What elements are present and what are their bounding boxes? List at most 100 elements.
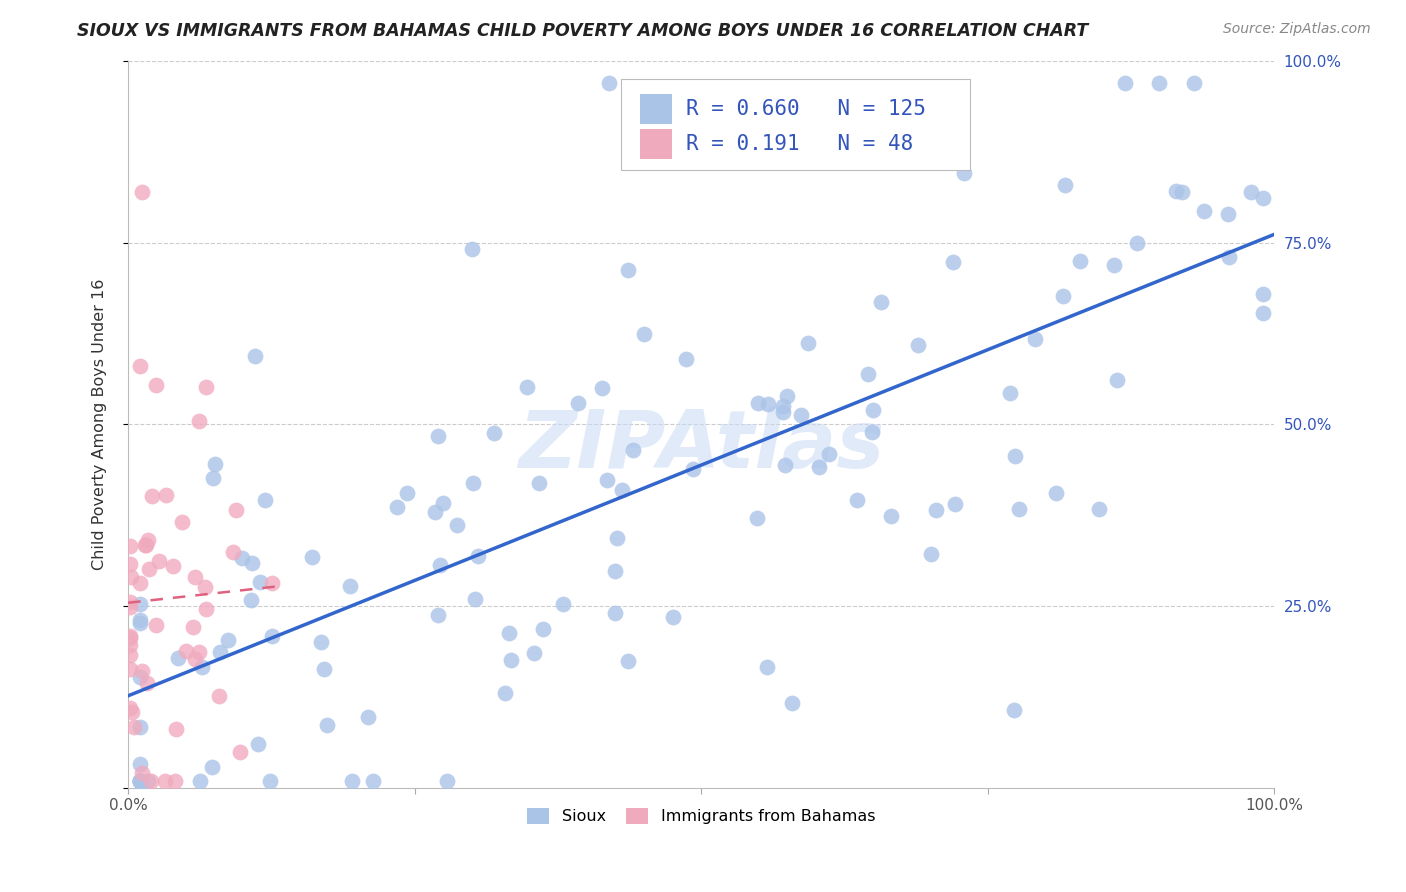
- Point: [174, 643, 197, 657]
- Y-axis label: Child Poverty Among Boys Under 16: Child Poverty Among Boys Under 16: [93, 279, 107, 570]
- Point: [942, 255, 965, 269]
- Point: [155, 773, 177, 788]
- Point: [385, 500, 408, 515]
- Point: [120, 648, 142, 662]
- Point: [162, 559, 184, 574]
- Point: [860, 425, 883, 440]
- Point: [943, 497, 966, 511]
- Point: [260, 576, 283, 591]
- Point: [1171, 185, 1194, 199]
- Point: [567, 396, 589, 410]
- Point: [856, 367, 879, 381]
- Point: [314, 661, 336, 675]
- Point: [259, 773, 281, 788]
- Point: [194, 580, 217, 594]
- Text: R = 0.191   N = 48: R = 0.191 N = 48: [686, 134, 914, 154]
- Point: [1024, 332, 1046, 346]
- Point: [551, 597, 574, 611]
- Point: [208, 645, 231, 659]
- Text: Source: ZipAtlas.com: Source: ZipAtlas.com: [1223, 22, 1371, 37]
- Point: [134, 538, 156, 552]
- Point: [1002, 703, 1025, 717]
- Point: [1000, 386, 1022, 401]
- Point: [756, 660, 779, 674]
- Point: [533, 622, 555, 636]
- Point: [187, 645, 209, 659]
- Text: R = 0.660   N = 125: R = 0.660 N = 125: [686, 99, 927, 120]
- Point: [595, 473, 617, 487]
- Point: [1192, 203, 1215, 218]
- Point: [1045, 486, 1067, 500]
- Point: [128, 613, 150, 627]
- Point: [315, 718, 337, 732]
- Point: [427, 428, 450, 442]
- Point: [260, 629, 283, 643]
- Point: [129, 575, 152, 590]
- Point: [1114, 76, 1136, 90]
- Point: [228, 745, 250, 759]
- Point: [201, 760, 224, 774]
- Point: [243, 349, 266, 363]
- Point: [145, 618, 167, 632]
- Point: [128, 756, 150, 771]
- Point: [1251, 306, 1274, 320]
- Point: [128, 616, 150, 631]
- Point: [120, 638, 142, 652]
- Point: [395, 486, 418, 500]
- Point: [128, 773, 150, 788]
- Point: [121, 705, 143, 719]
- Point: [239, 592, 262, 607]
- Point: [301, 549, 323, 564]
- Point: [128, 773, 150, 788]
- Point: [138, 773, 160, 788]
- Point: [772, 399, 794, 413]
- Point: [862, 402, 884, 417]
- Point: [131, 766, 153, 780]
- Point: [463, 476, 485, 491]
- Point: [429, 558, 451, 572]
- Point: [1149, 76, 1171, 90]
- Point: [633, 326, 655, 341]
- Point: [188, 773, 211, 788]
- Point: [184, 569, 207, 583]
- Point: [1240, 185, 1263, 199]
- Point: [436, 773, 458, 788]
- Point: [610, 483, 633, 497]
- Point: [120, 701, 142, 715]
- Point: [131, 185, 153, 199]
- Point: [523, 646, 546, 660]
- Point: [120, 557, 142, 571]
- Legend: Sioux, Immigrants from Bahamas: Sioux, Immigrants from Bahamas: [520, 801, 882, 830]
- Point: [1218, 251, 1240, 265]
- Point: [842, 132, 865, 146]
- Text: SIOUX VS IMMIGRANTS FROM BAHAMAS CHILD POVERTY AMONG BOYS UNDER 16 CORRELATION C: SIOUX VS IMMIGRANTS FROM BAHAMAS CHILD P…: [77, 22, 1088, 40]
- Point: [446, 518, 468, 533]
- Point: [166, 650, 188, 665]
- Point: [494, 685, 516, 699]
- Point: [482, 425, 505, 440]
- Point: [204, 457, 226, 471]
- Point: [128, 773, 150, 788]
- FancyBboxPatch shape: [621, 79, 970, 170]
- FancyBboxPatch shape: [640, 128, 672, 160]
- Point: [1052, 289, 1074, 303]
- Point: [128, 773, 150, 788]
- Point: [516, 380, 538, 394]
- Point: [120, 595, 142, 609]
- Point: [780, 697, 803, 711]
- Point: [1164, 184, 1187, 198]
- Point: [1088, 501, 1111, 516]
- Point: [869, 295, 891, 310]
- Point: [591, 381, 613, 395]
- Point: [432, 496, 454, 510]
- Point: [247, 738, 270, 752]
- Point: [1251, 191, 1274, 205]
- Point: [128, 773, 150, 788]
- Point: [165, 722, 187, 736]
- Point: [217, 633, 239, 648]
- Point: [617, 654, 640, 668]
- Point: [498, 625, 520, 640]
- Point: [120, 629, 142, 643]
- Point: [953, 166, 976, 180]
- Point: [120, 662, 142, 676]
